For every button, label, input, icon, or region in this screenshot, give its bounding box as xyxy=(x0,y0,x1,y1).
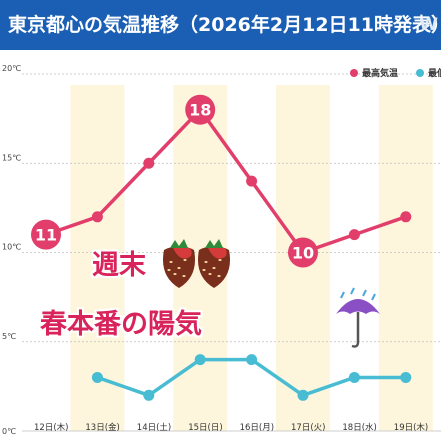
data-point-labeled xyxy=(185,94,216,125)
header-corner-mark: W xyxy=(419,15,438,35)
legend-label: 最高気温 xyxy=(362,67,398,79)
y-tick-label: 20℃ xyxy=(2,64,21,73)
strawberry-icon xyxy=(198,239,230,288)
series-line-max xyxy=(45,107,407,255)
x-tick-label: 16日(月) xyxy=(240,423,274,433)
y-tick-label: 5℃ xyxy=(2,332,16,341)
x-tick-label: 13日(金) xyxy=(85,422,119,433)
y-tick-label: 10℃ xyxy=(2,243,21,252)
data-point xyxy=(348,371,360,383)
umbrella-rain-icon xyxy=(336,287,380,348)
legend-marker xyxy=(350,69,358,77)
header-bar: 東京都心の気温推移（2026年2月12日11時発表） W xyxy=(0,0,441,50)
data-point xyxy=(348,229,360,241)
data-label: 18 xyxy=(189,101,211,120)
data-point xyxy=(246,354,258,366)
data-point xyxy=(194,354,206,366)
strawberry-icon xyxy=(163,239,195,288)
legend-marker xyxy=(416,69,424,77)
y-tick-label: 0℃ xyxy=(2,427,16,436)
caption-line-1: 週末 xyxy=(92,250,146,281)
caption-line-2: 春本番の陽気 xyxy=(40,309,202,340)
data-point xyxy=(91,211,103,223)
data-point-labeled xyxy=(288,237,318,268)
data-point xyxy=(143,157,155,169)
page-title: 東京都心の気温推移（2026年2月12日11時発表） xyxy=(8,14,441,36)
data-point-labeled xyxy=(31,219,61,250)
y-tick-label: 15℃ xyxy=(2,153,21,162)
data-point xyxy=(297,389,309,401)
data-point xyxy=(143,389,155,401)
temperature-chart: 0℃ 5℃ 10℃ 15℃ 20℃ 12日(木) 13日(金) 14日(土) 15日(日) 16日… xyxy=(2,64,441,436)
data-point xyxy=(400,371,412,383)
x-tick-label: 15日(日) xyxy=(188,423,222,433)
x-tick-label: 14日(土) xyxy=(137,422,171,433)
data-point xyxy=(400,211,412,223)
data-point xyxy=(246,175,258,187)
legend-label: 最低気温 xyxy=(428,67,441,79)
data-label: 11 xyxy=(35,226,57,245)
x-tick-label: 19日(木) xyxy=(394,422,428,433)
data-point xyxy=(91,371,103,383)
x-tick-label: 18日(水) xyxy=(342,422,376,433)
x-tick-label: 17日(火) xyxy=(291,423,325,433)
x-tick-label: 12日(木) xyxy=(34,422,68,433)
data-label: 10 xyxy=(292,244,314,263)
